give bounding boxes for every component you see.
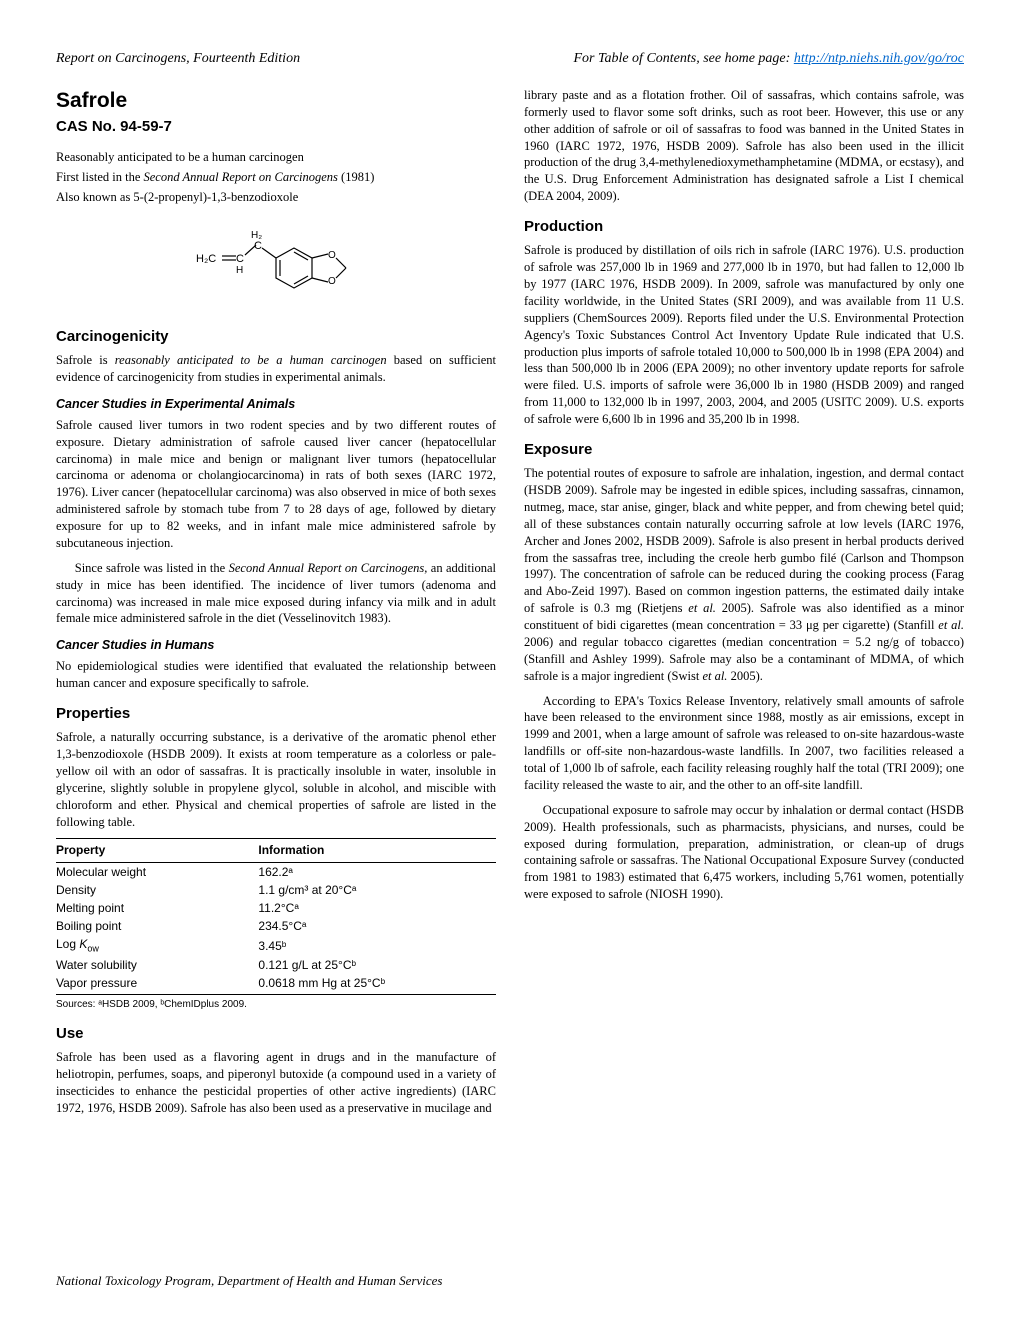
carcinogenicity-heading: Carcinogenicity — [56, 327, 496, 347]
human-studies-heading: Cancer Studies in Humans — [56, 637, 496, 654]
use-p1-cont: library paste and as a flotation frother… — [524, 87, 964, 205]
animal-studies-heading: Cancer Studies in Experimental Animals — [56, 396, 496, 413]
table-row: Molecular weight162.2ᵃ — [56, 862, 496, 881]
svg-text:C: C — [254, 240, 262, 252]
table-row: Water solubility0.121 g/L at 25°Cᵇ — [56, 956, 496, 974]
use-p1: Safrole has been used as a flavoring age… — [56, 1049, 496, 1117]
exposure-p1: The potential routes of exposure to safr… — [524, 465, 964, 684]
chemical-structure: H₂ H₂C C H C O O — [56, 220, 496, 315]
table-row: Density1.1 g/cm³ at 20°Cᵃ — [56, 881, 496, 899]
animal-studies-p1: Safrole caused liver tumors in two roden… — [56, 417, 496, 552]
human-studies-p: No epidemiological studies were identifi… — [56, 658, 496, 692]
svg-text:H: H — [236, 265, 243, 276]
header-right: For Table of Contents, see home page: ht… — [573, 50, 964, 69]
svg-text:O: O — [328, 250, 336, 261]
properties-heading: Properties — [56, 704, 496, 724]
production-heading: Production — [524, 217, 964, 237]
table-row: Boiling point234.5°Cᵃ — [56, 917, 496, 935]
header-left: Report on Carcinogens, Fourteenth Editio… — [56, 50, 300, 69]
substance-title: Safrole — [56, 87, 496, 115]
use-heading: Use — [56, 1024, 496, 1044]
content-columns: Safrole CAS No. 94-59-7 Reasonably antic… — [56, 87, 964, 1125]
intro-alias: Also known as 5-(2-propenyl)-1,3-benzodi… — [56, 189, 496, 206]
properties-table: Property Information Molecular weight162… — [56, 838, 496, 995]
intro-status: Reasonably anticipated to be a human car… — [56, 149, 496, 166]
right-column: library paste and as a flotation frother… — [524, 87, 964, 1125]
cas-number: CAS No. 94-59-7 — [56, 117, 496, 137]
page-footer: National Toxicology Program, Department … — [56, 1272, 442, 1290]
intro-listing: First listed in the Second Annual Report… — [56, 169, 496, 186]
svg-text:H₂C: H₂C — [196, 253, 216, 265]
table-row: Vapor pressure0.0618 mm Hg at 25°Cᵇ — [56, 974, 496, 995]
page-header: Report on Carcinogens, Fourteenth Editio… — [56, 50, 964, 69]
structure-svg: H₂ H₂C C H C O O — [176, 220, 376, 310]
carcinogenicity-summary: Safrole is reasonably anticipated to be … — [56, 352, 496, 386]
toc-link[interactable]: http://ntp.niehs.nih.gov/go/roc — [794, 51, 964, 66]
left-column: Safrole CAS No. 94-59-7 Reasonably antic… — [56, 87, 496, 1125]
svg-text:O: O — [328, 276, 336, 287]
svg-text:C: C — [236, 253, 244, 265]
th-property: Property — [56, 839, 258, 862]
exposure-p2: According to EPA's Toxics Release Invent… — [524, 693, 964, 794]
table-row: Log Kow3.45ᵇ — [56, 935, 496, 956]
exposure-heading: Exposure — [524, 440, 964, 460]
animal-studies-p2: Since safrole was listed in the Second A… — [56, 560, 496, 628]
properties-text: Safrole, a naturally occurring substance… — [56, 729, 496, 830]
th-information: Information — [258, 839, 496, 862]
exposure-p3: Occupational exposure to safrole may occ… — [524, 802, 964, 903]
table-sources: Sources: ᵃHSDB 2009, ᵇChemIDplus 2009. — [56, 998, 496, 1012]
production-p1: Safrole is produced by distillation of o… — [524, 242, 964, 428]
table-row: Melting point11.2°Cᵃ — [56, 899, 496, 917]
